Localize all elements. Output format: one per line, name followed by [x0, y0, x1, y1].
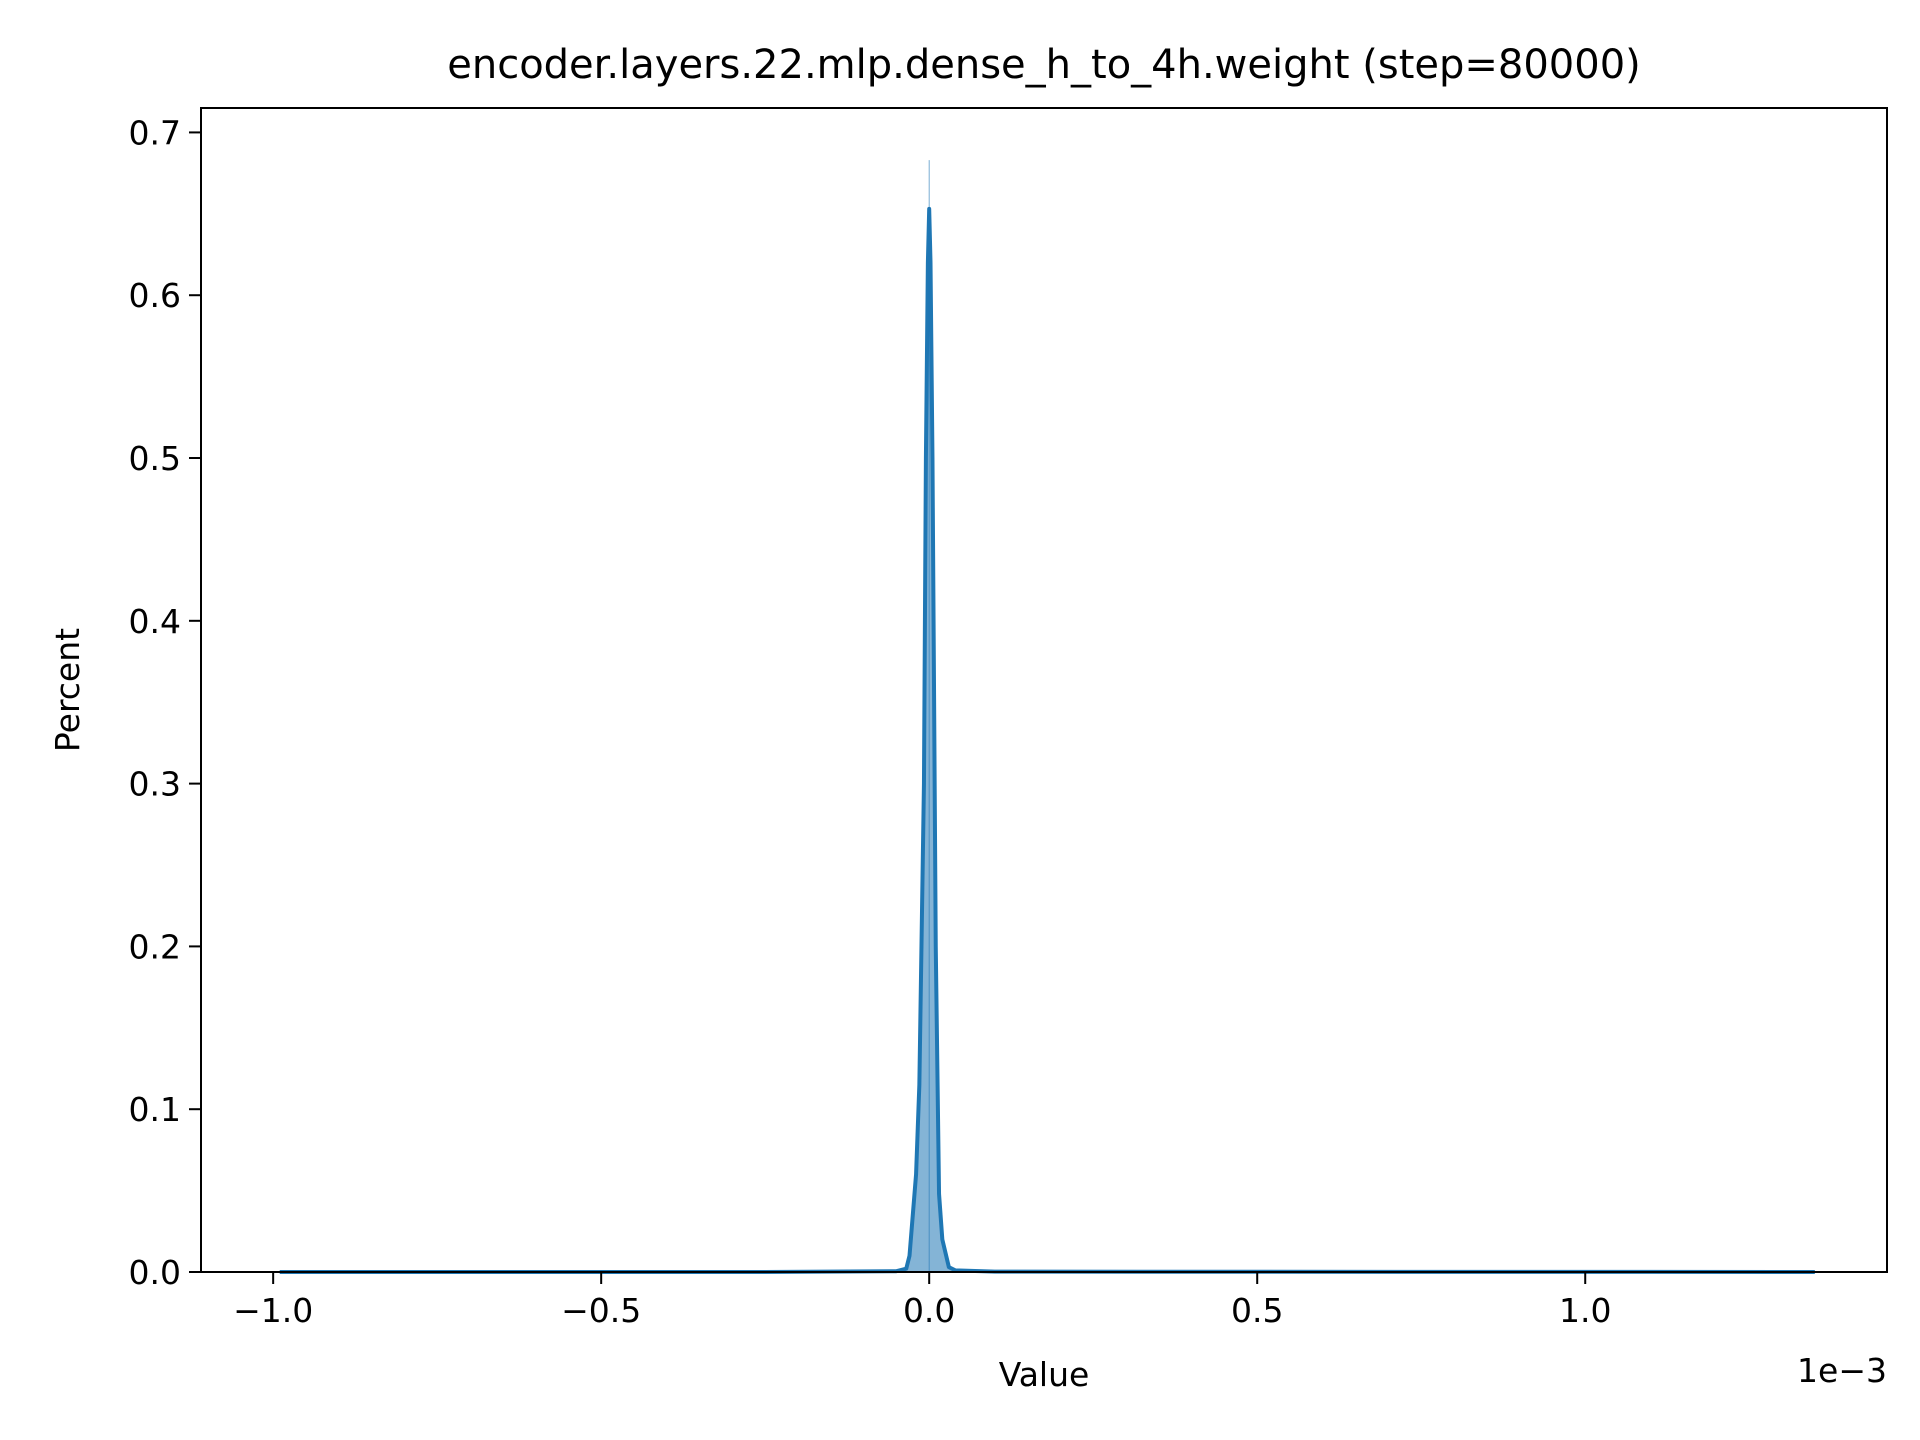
y-tick-label: 0.7 [129, 113, 181, 152]
x-tick-label: −0.5 [561, 1291, 641, 1330]
y-tick-label: 0.4 [129, 602, 181, 641]
y-tick-label: 0.6 [129, 276, 181, 315]
x-tick-label: 1.0 [1559, 1291, 1611, 1330]
x-axis-label: Value [999, 1355, 1090, 1394]
x-tick-label: 0.0 [903, 1291, 955, 1330]
y-tick-label: 0.0 [129, 1253, 181, 1292]
x-offset-label: 1e−3 [1797, 1351, 1887, 1390]
y-tick-label: 0.3 [129, 765, 181, 804]
plot-frame [200, 107, 1888, 1273]
y-axis-label: Percent [48, 628, 87, 752]
x-tick-label: −1.0 [233, 1291, 313, 1330]
y-tick-label: 0.1 [129, 1090, 181, 1129]
chart-title: encoder.layers.22.mlp.dense_h_to_4h.weig… [447, 42, 1641, 88]
series-line [279, 206, 1815, 1274]
series-area [279, 208, 1815, 1273]
x-tick-label: 0.5 [1231, 1291, 1283, 1330]
y-tick-label: 0.2 [129, 927, 181, 966]
y-tick-label: 0.5 [129, 439, 181, 478]
